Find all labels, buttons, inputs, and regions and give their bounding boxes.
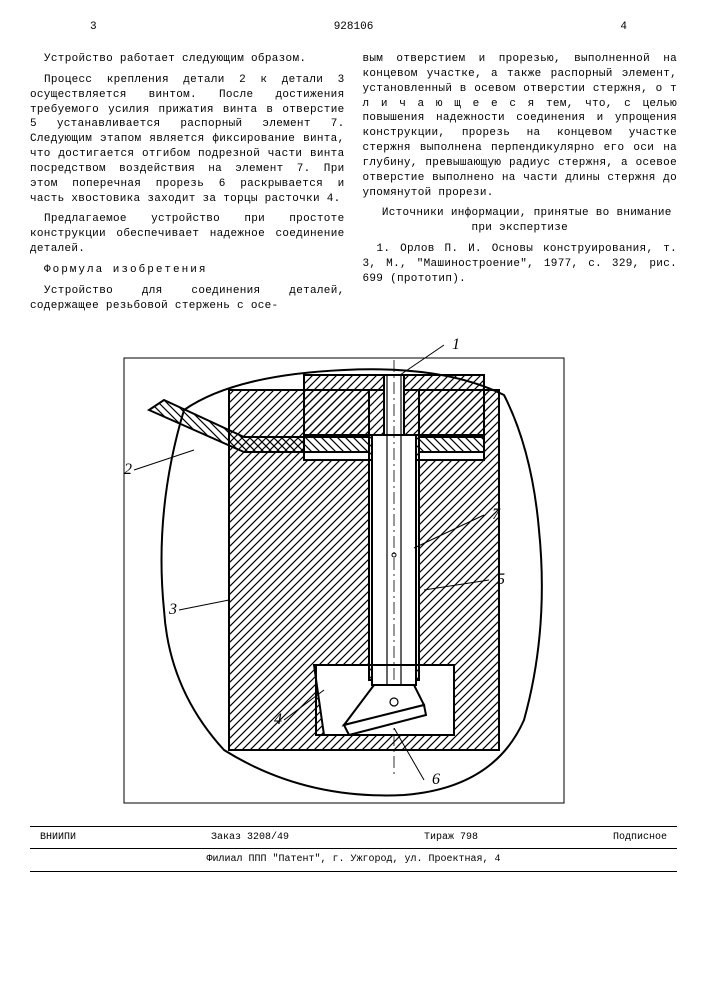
footer-sub: Подписное (613, 831, 667, 845)
formula-title: Формула изобретения (30, 263, 345, 278)
svg-text:1: 1 (452, 336, 460, 353)
page-number-right: 4 (620, 20, 627, 35)
footer-org: ВНИИПИ (40, 831, 76, 845)
paragraph: Процесс крепления детали 2 к детали 3 ос… (30, 73, 345, 207)
footer-tirage: Тираж 798 (424, 831, 478, 845)
sources-title: Источники информации, принятые во вниман… (363, 206, 678, 236)
technical-drawing: 1 2 3 4 5 6 7 (94, 330, 614, 820)
paragraph: вым отверстием и прорезью, выполненной н… (363, 52, 678, 200)
document-number: 928106 (334, 20, 374, 35)
svg-text:5: 5 (497, 571, 505, 588)
svg-text:2: 2 (124, 461, 132, 478)
page-number-left: 3 (90, 20, 97, 35)
svg-text:6: 6 (432, 771, 440, 788)
left-column: Устройство работает следующим образом. П… (30, 52, 345, 320)
svg-text:3: 3 (168, 601, 177, 618)
page-header: 3 928106 4 (30, 20, 677, 40)
footer-row: ВНИИПИ Заказ 3208/49 Тираж 798 Подписное (30, 826, 677, 850)
svg-text:7: 7 (492, 506, 501, 523)
paragraph: Предлагаемое устройство при простоте кон… (30, 212, 345, 257)
right-column: вым отверстием и прорезью, выполненной н… (363, 52, 678, 320)
paragraph: Устройство для соединения деталей, содер… (30, 284, 345, 314)
svg-text:4: 4 (274, 711, 282, 728)
page: 3 928106 4 Устройство работает следующим… (0, 0, 707, 882)
footer-address: Филиал ППП "Патент", г. Ужгород, ул. Про… (30, 849, 677, 872)
paragraph: Устройство работает следующим образом. (30, 52, 345, 67)
footer: ВНИИПИ Заказ 3208/49 Тираж 798 Подписное… (30, 826, 677, 872)
text-columns: Устройство работает следующим образом. П… (30, 52, 677, 320)
figure: 1 2 3 4 5 6 7 (30, 330, 677, 820)
reference: 1. Орлов П. И. Основы конструирования, т… (363, 242, 678, 287)
footer-order: Заказ 3208/49 (211, 831, 289, 845)
